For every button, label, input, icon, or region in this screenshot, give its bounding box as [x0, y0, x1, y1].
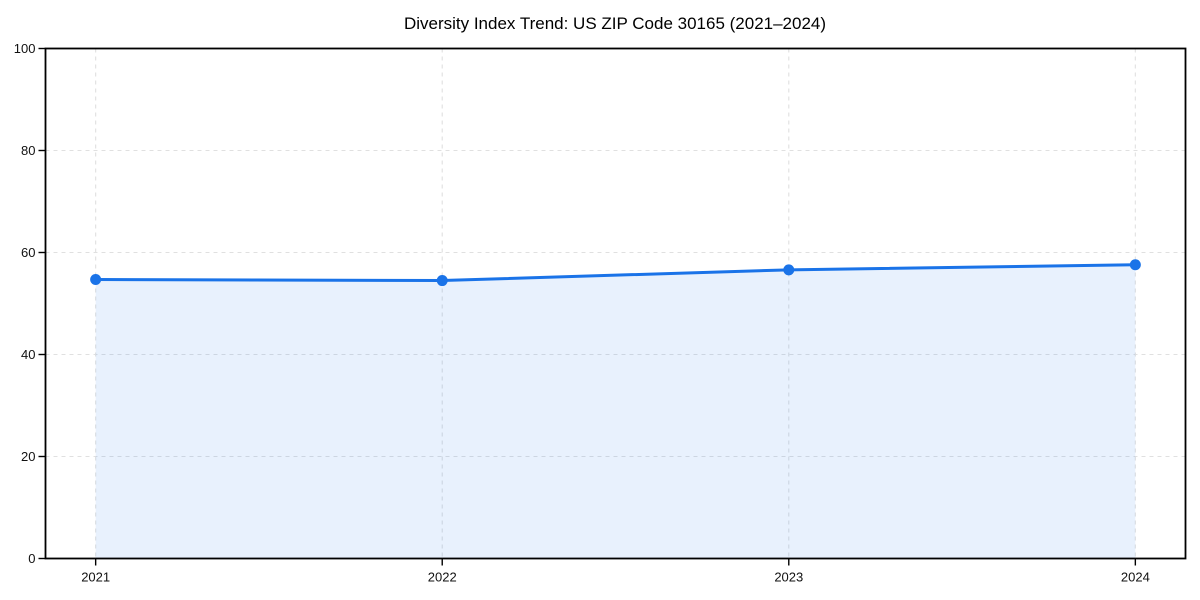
x-tick-label: 2022 [428, 570, 457, 585]
data-points [90, 259, 1141, 287]
data-point-marker [1129, 259, 1141, 271]
area-fill [95, 264, 1136, 559]
x-tick-labels: 2021 2022 2023 2024 [81, 570, 1150, 585]
x-tick-label: 2023 [774, 570, 803, 585]
x-tick-label: 2021 [81, 570, 110, 585]
data-point-marker [90, 274, 102, 286]
y-tick-label: 40 [21, 347, 35, 362]
y-tick-label: 100 [14, 41, 36, 56]
x-tick-label: 2024 [1121, 570, 1150, 585]
data-point-marker [783, 264, 795, 276]
y-tick-labels: 0 20 40 60 80 100 [14, 41, 36, 566]
axes [38, 47, 1187, 566]
plot-border [44, 47, 1187, 560]
y-tick-label: 20 [21, 449, 35, 464]
series-area-fill [95, 264, 1136, 559]
series-line [94, 263, 1137, 283]
data-point-marker [436, 275, 448, 287]
y-tick-label: 60 [21, 245, 35, 260]
y-tick-label: 80 [21, 143, 35, 158]
trend-line [94, 263, 1137, 283]
chart-title: Diversity Index Trend: US ZIP Code 30165… [404, 14, 826, 33]
y-tick-label: 0 [28, 551, 35, 566]
